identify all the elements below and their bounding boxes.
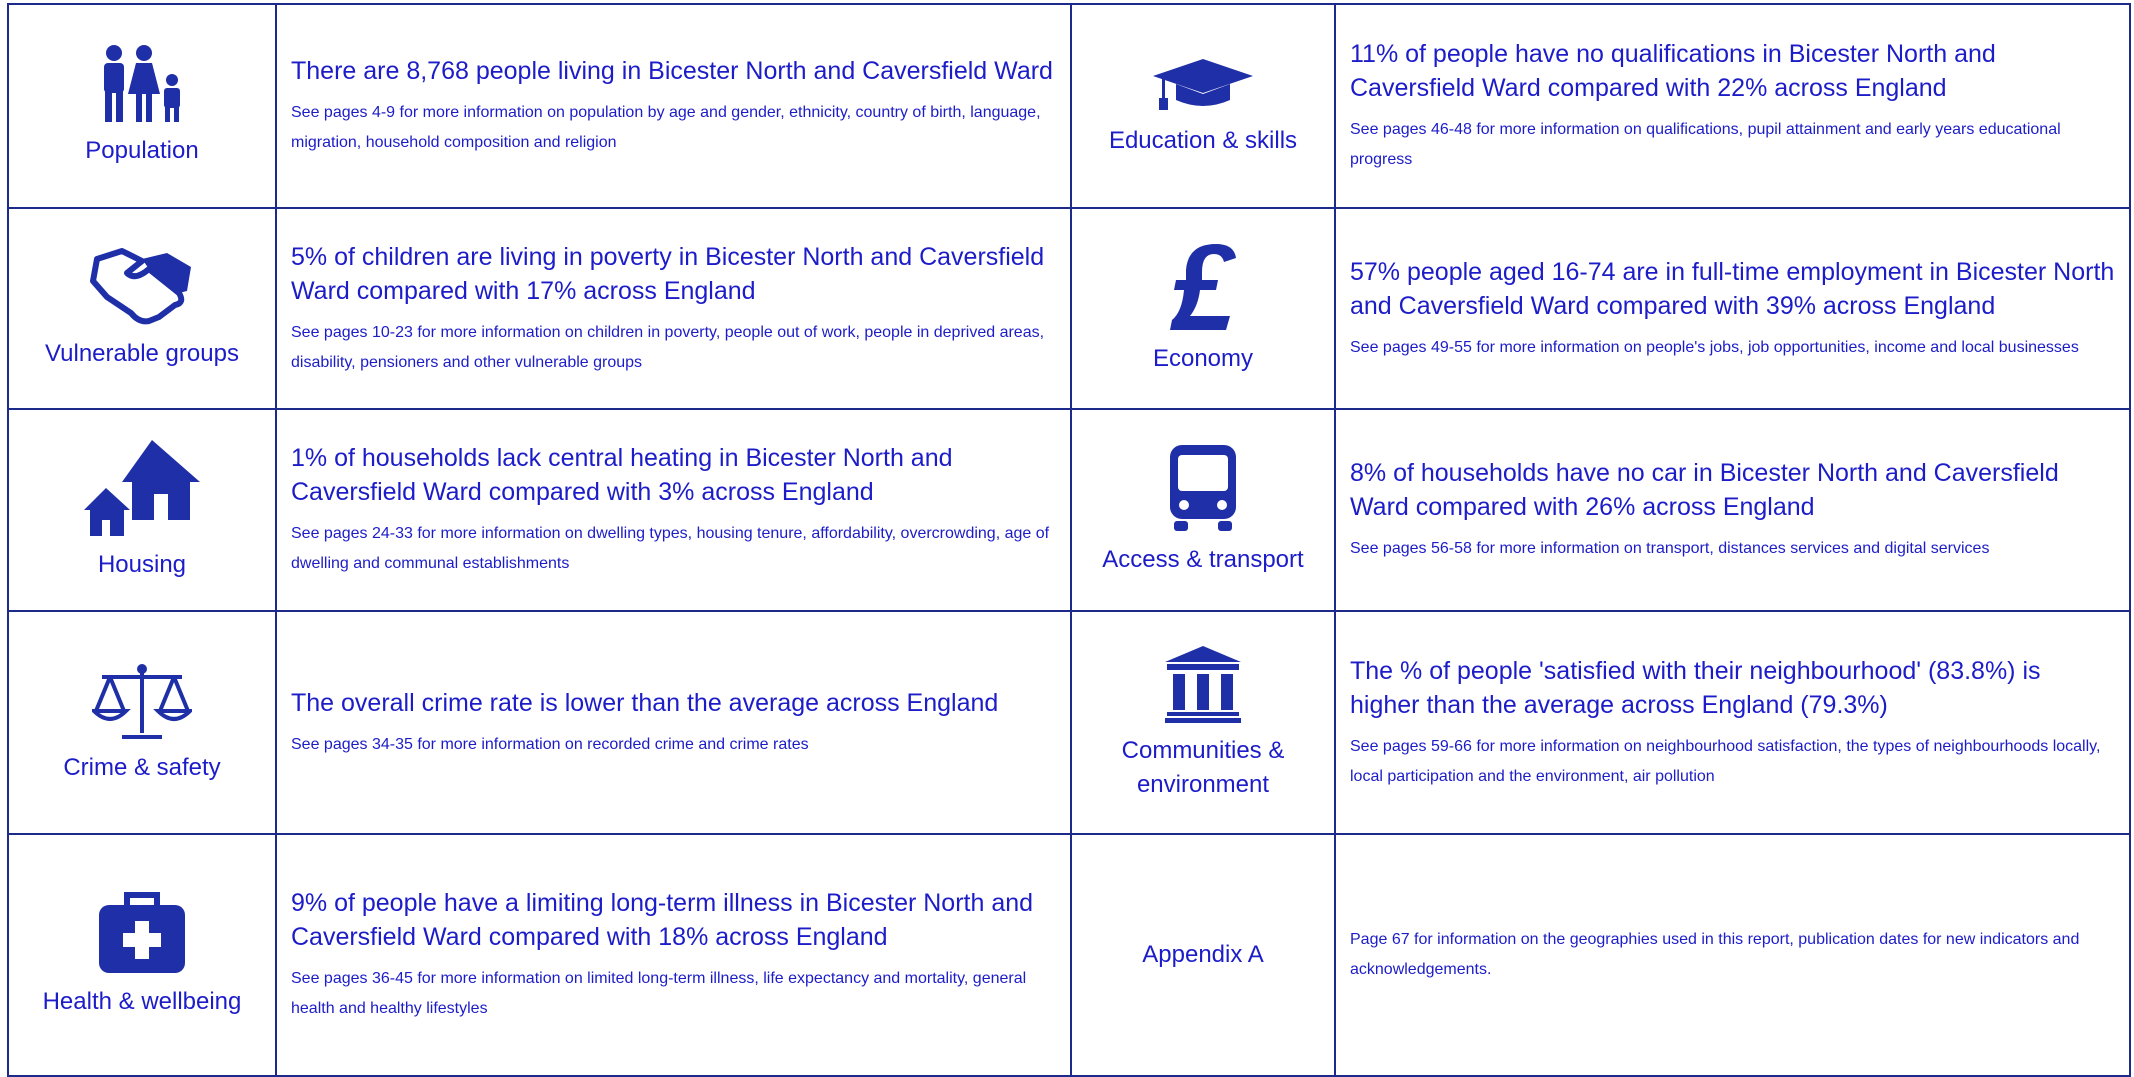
headline: The overall crime rate is lower than the… [291,688,999,717]
headline: 11% of people have no qualifications in … [1350,40,1996,102]
category-label: Education & skills [1108,127,1298,154]
category-label: Economy [1152,344,1254,372]
row: Health & wellbeing 9% of people have a l… [7,833,2131,1077]
detail: See pages 46-48 for more information on … [1350,121,2061,168]
headline: 8% of households have no car in Bicester… [1350,459,2059,521]
summary-table: Population There are 8,768 people living… [7,3,2131,1077]
category-label: Crime & safety [63,753,221,781]
detail: Page 67 for information on the geographi… [1350,931,2080,978]
category-label: Communities & environment [1121,736,1285,798]
bus-icon [1170,445,1236,531]
row: Housing 1% of households lack central he… [7,408,2131,612]
category-label: Housing [97,551,187,578]
icon-cell: Population [7,3,277,209]
text-cell: Page 67 for information on the geographi… [1334,833,2131,1077]
population-icon [104,45,180,122]
icon-cell: Access & transport [1070,408,1336,612]
icon-cell: Crime & safety [7,610,277,835]
detail: See pages 49-55 for more information on … [1350,338,2079,356]
row: Crime & safety The overall crime rate is… [7,610,2131,835]
housing-icon [84,440,200,536]
detail: See pages 36-45 for more information on … [291,970,1027,1017]
text-cell: 11% of people have no qualifications in … [1334,3,2131,209]
row: Population There are 8,768 people living… [7,3,2131,209]
text-cell: The % of people 'satisfied with their ne… [1334,610,2131,835]
text-cell: There are 8,768 people living in Biceste… [275,3,1072,209]
text-cell: 8% of households have no car in Bicester… [1334,408,2131,612]
headline: 5% of children are living in poverty in … [291,242,1045,305]
detail: See pages 24-33 for more information on … [291,525,1050,572]
detail: See pages 34-35 for more information on … [291,735,809,753]
headline: The % of people 'satisfied with their ne… [1350,656,2041,719]
headline: There are 8,768 people living in Biceste… [291,57,1053,85]
text-cell: 1% of households lack central heating in… [275,408,1072,612]
handshake-icon [90,247,191,324]
institution-icon [1165,645,1241,723]
headline: 1% of households lack central heating in… [291,444,953,506]
headline: 57% people aged 16-74 are in full-time e… [1350,257,2115,320]
icon-cell: Housing [7,408,277,612]
row: Vulnerable groups 5% of children are liv… [7,207,2131,410]
icon-cell: Education & skills [1070,3,1336,209]
icon-cell: Vulnerable groups [7,207,277,410]
detail: See pages 4-9 for more information on po… [291,104,1041,151]
scales-icon [92,663,192,739]
category-label: Vulnerable groups [45,339,239,367]
text-cell: 57% people aged 16-74 are in full-time e… [1334,207,2131,410]
icon-cell: Health & wellbeing [7,833,277,1077]
icon-cell: Communities & environment [1070,610,1336,835]
detail: See pages 59-66 for more information on … [1350,737,2101,785]
icon-cell: Appendix A [1070,833,1336,1077]
pound-icon [1170,243,1236,330]
detail: See pages 10-23 for more information on … [291,323,1045,371]
category-label: Population [85,137,199,164]
headline: 9% of people have a limiting long-term i… [291,889,1034,951]
text-cell: The overall crime rate is lower than the… [275,610,1072,835]
category-label: Access & transport [1102,546,1304,573]
medkit-icon [99,892,185,973]
category-label: Appendix A [1142,941,1264,968]
detail: See pages 56-58 for more information on … [1350,540,1990,557]
text-cell: 5% of children are living in poverty in … [275,207,1072,410]
text-cell: 9% of people have a limiting long-term i… [275,833,1072,1077]
education-icon [1153,59,1253,110]
category-label: Health & wellbeing [42,988,242,1015]
icon-cell: Economy [1070,207,1336,410]
